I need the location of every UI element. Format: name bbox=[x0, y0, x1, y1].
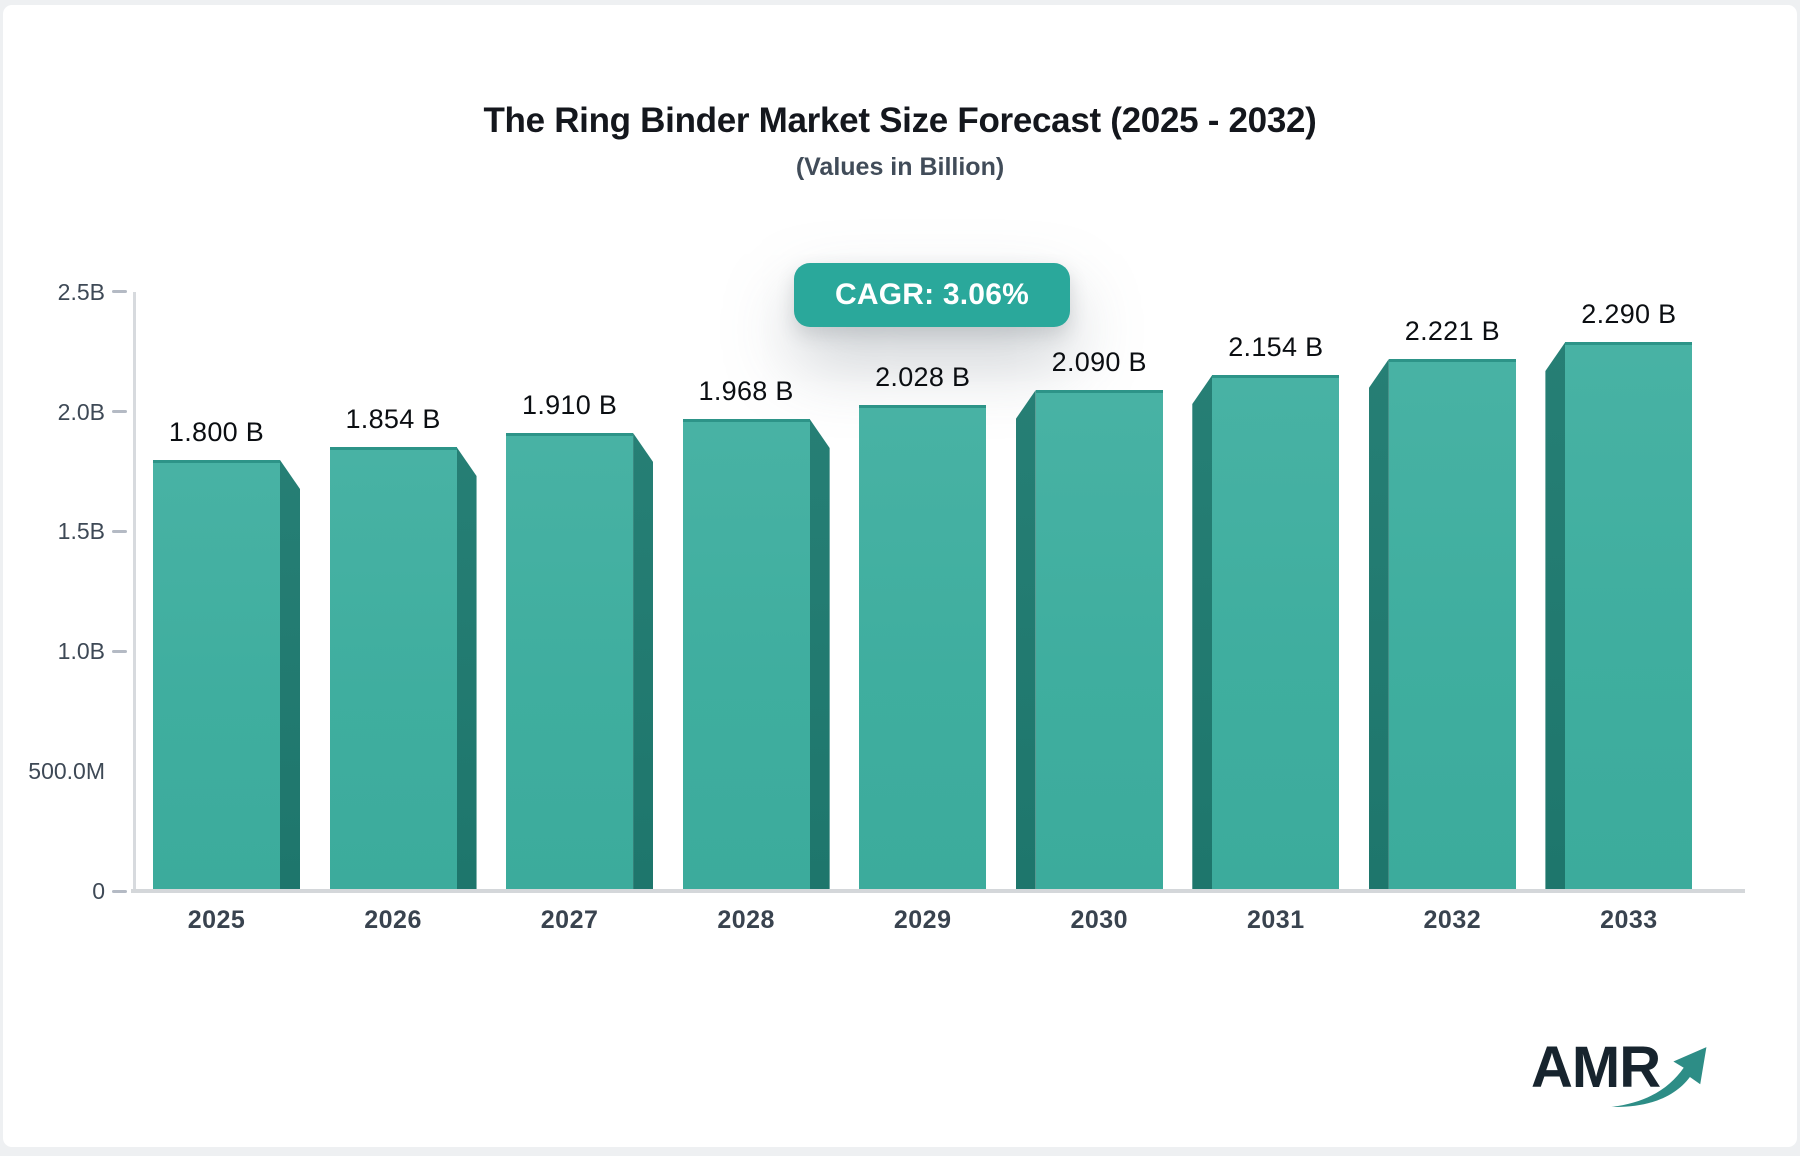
x-axis-label: 2025 bbox=[187, 906, 246, 934]
y-axis-line bbox=[133, 292, 136, 892]
chart-card: The Ring Binder Market Size Forecast (20… bbox=[3, 5, 1797, 1147]
x-axis-label: 2032 bbox=[1423, 906, 1482, 934]
y-axis-tick-dash bbox=[112, 290, 127, 294]
x-axis-baseline bbox=[131, 889, 1745, 893]
bar-2027 bbox=[506, 433, 634, 889]
y-axis-label: 2.5B bbox=[57, 278, 105, 305]
bar-3d-side bbox=[456, 447, 477, 889]
x-axis-label: 2027 bbox=[540, 906, 599, 934]
bar-value-label: 2.221 B bbox=[1404, 316, 1500, 346]
bar-value-label: 1.800 B bbox=[168, 417, 265, 447]
bar-2033 bbox=[1565, 342, 1693, 889]
bar-2029 bbox=[859, 405, 987, 889]
chart-title: The Ring Binder Market Size Forecast (20… bbox=[483, 101, 1317, 140]
bar-2028 bbox=[682, 419, 810, 889]
amr-logo-text: AMR bbox=[1531, 1035, 1661, 1100]
x-axis-label: 2030 bbox=[1070, 906, 1129, 934]
chart-subtitle: (Values in Billion) bbox=[795, 153, 1005, 181]
bar-3d-side bbox=[809, 419, 830, 889]
bar-3d-side bbox=[1368, 359, 1389, 889]
bar-chart-plot-area: 2.5B 2.0B 1.5B 1.0B 500.0M 0 1.800 B 2025 1.854 … bbox=[3, 5, 1797, 1147]
bar-3d-side bbox=[1015, 390, 1036, 889]
bar-value-label: 2.154 B bbox=[1228, 332, 1324, 362]
y-axis-label: 1.5B bbox=[57, 518, 105, 545]
growth-arrow-icon bbox=[1611, 1047, 1707, 1108]
y-axis-label: 500.0M bbox=[28, 758, 105, 785]
bar-2025 bbox=[153, 460, 280, 889]
x-axis-label: 2033 bbox=[1600, 906, 1658, 934]
cagr-badge-label: CAGR: 3.06% bbox=[835, 278, 1029, 311]
x-axis-label: 2028 bbox=[717, 906, 775, 934]
y-axis-tick-dash bbox=[112, 410, 127, 414]
bar-3d-side bbox=[280, 460, 300, 889]
bar-value-label: 1.910 B bbox=[522, 390, 618, 420]
y-axis-label: 2.0B bbox=[57, 398, 105, 425]
amr-logo: AMR bbox=[1531, 1039, 1721, 1119]
y-axis-tick-dash bbox=[112, 649, 127, 653]
bar-value-label: 1.854 B bbox=[345, 404, 441, 434]
y-axis-tick-dash bbox=[112, 529, 127, 533]
bar-value-label: 2.090 B bbox=[1051, 347, 1147, 377]
bar-3d-side bbox=[1192, 375, 1213, 889]
bar-value-label: 2.028 B bbox=[875, 362, 971, 392]
bar-2026 bbox=[329, 447, 457, 889]
bar-value-label: 2.290 B bbox=[1581, 299, 1677, 329]
cagr-badge: CAGR: 3.06% bbox=[794, 263, 1070, 327]
x-axis-label: 2026 bbox=[364, 906, 422, 934]
bar-value-label: 1.968 B bbox=[698, 376, 794, 406]
y-axis-label: 0 bbox=[92, 878, 105, 904]
bar-2032 bbox=[1388, 359, 1516, 889]
y-axis-label: 1.0B bbox=[57, 638, 105, 665]
x-axis-label: 2031 bbox=[1246, 906, 1305, 934]
bar-2031 bbox=[1212, 375, 1340, 889]
bar-2030 bbox=[1035, 390, 1163, 889]
bar-3d-side bbox=[1545, 342, 1566, 889]
x-axis-label: 2029 bbox=[893, 906, 952, 934]
y-axis-tick-dash bbox=[112, 889, 127, 893]
bar-3d-side bbox=[633, 433, 654, 889]
